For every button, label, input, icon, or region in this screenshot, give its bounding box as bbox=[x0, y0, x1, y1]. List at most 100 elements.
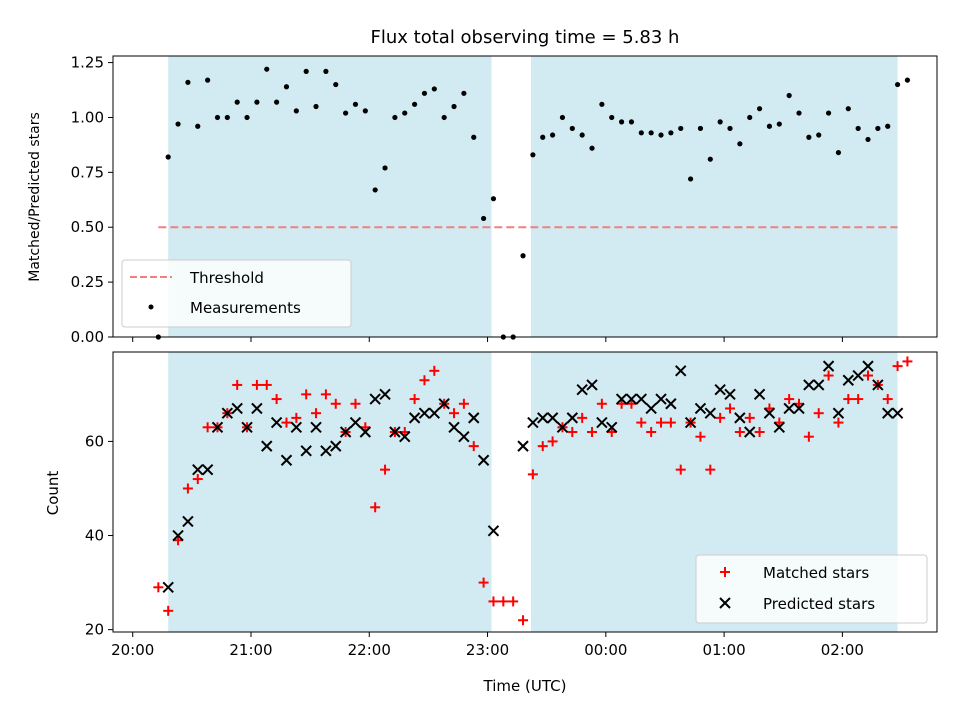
matched-star-point bbox=[261, 379, 272, 390]
y-ticks-bottom: 20 40 60 bbox=[85, 432, 113, 639]
matched-star-point bbox=[370, 502, 381, 513]
predicted-star-point bbox=[566, 412, 579, 424]
axes-frame-bottom bbox=[112, 351, 938, 633]
y-tick-label: 1.00 bbox=[71, 108, 104, 126]
predicted-star-point bbox=[211, 421, 224, 434]
measurement-point bbox=[885, 123, 891, 129]
measurement-point bbox=[461, 90, 467, 96]
measurement-point bbox=[471, 134, 477, 140]
measurement-point bbox=[214, 114, 221, 121]
legend-matched-swatch bbox=[720, 567, 730, 577]
predicted-star-point bbox=[310, 421, 322, 434]
predicted-star-point bbox=[783, 402, 795, 415]
predicted-star-point bbox=[349, 416, 362, 429]
matched-star-point bbox=[320, 389, 331, 400]
matched-star-point bbox=[458, 398, 469, 409]
y-tick-label: 0.00 bbox=[71, 328, 104, 346]
predicted-star-point bbox=[339, 426, 352, 438]
predicted-star-point bbox=[596, 416, 608, 429]
legend-top-box bbox=[121, 259, 352, 328]
measurement-point bbox=[441, 114, 447, 121]
matched-star-point bbox=[813, 408, 824, 419]
matched-star-point bbox=[468, 441, 479, 452]
matched-star-point bbox=[695, 431, 706, 442]
predicted-star-point bbox=[369, 393, 381, 405]
measurement-point bbox=[638, 130, 644, 136]
measurement-points bbox=[155, 66, 911, 340]
predicted-star-point bbox=[822, 360, 835, 372]
measurement-point bbox=[530, 152, 536, 158]
matched-star-point bbox=[715, 412, 726, 423]
matched-star-point bbox=[508, 596, 519, 607]
predicted-star-point bbox=[744, 426, 756, 438]
predicted-star-point bbox=[645, 402, 657, 415]
predicted-star-point bbox=[606, 421, 618, 434]
predicted-star-point bbox=[458, 430, 470, 443]
matched-star-point bbox=[301, 389, 312, 400]
matched-star-point bbox=[449, 408, 460, 419]
measurement-point bbox=[816, 132, 822, 138]
panel-count: 20 40 60 20:00 21:00 22:00 23:00 00:00 01:00 02:… bbox=[44, 351, 938, 695]
predicted-star-point bbox=[527, 416, 539, 429]
panel-ratio: 0.00 0.25 0.50 0.75 1.00 1.25 Flux total obse… bbox=[27, 27, 938, 346]
measurement-point bbox=[293, 108, 299, 114]
measurement-point bbox=[668, 130, 674, 136]
predicted-star-point bbox=[537, 412, 549, 424]
predicted-star-point bbox=[438, 398, 450, 410]
legend-measurements-swatch bbox=[148, 304, 154, 310]
matched-star-point bbox=[705, 464, 716, 475]
y-tick-label: 1.25 bbox=[71, 54, 104, 72]
matched-star-point bbox=[636, 417, 647, 428]
measurement-point bbox=[737, 141, 743, 147]
measurement-point bbox=[254, 99, 260, 105]
measurement-point bbox=[392, 114, 398, 121]
predicted-star-point bbox=[586, 379, 598, 391]
y-tick-label: 40 bbox=[85, 527, 104, 545]
predicted-star-point bbox=[448, 421, 460, 434]
measurement-point bbox=[717, 119, 723, 125]
y-tick-label: 0.50 bbox=[71, 218, 104, 236]
y-tick-label: 0.25 bbox=[71, 273, 104, 291]
x-tick-label: 20:00 bbox=[111, 641, 154, 659]
predicted-star-point bbox=[576, 383, 588, 396]
matched-star-point bbox=[192, 474, 203, 485]
predicted-star-point bbox=[655, 393, 667, 405]
matched-star-point bbox=[577, 412, 588, 423]
measurement-point bbox=[205, 77, 211, 83]
x-ticks-bottom: 20:00 21:00 22:00 23:00 00:00 01:00 02:00 bbox=[111, 632, 864, 659]
measurement-point bbox=[796, 110, 802, 116]
shaded-interval bbox=[168, 352, 492, 632]
legend-predicted-label: Predicted stars bbox=[763, 595, 875, 613]
y-axis-label-top: Matched/Predicted stars bbox=[27, 112, 43, 282]
matched-star-point bbox=[853, 394, 864, 405]
matched-star-point bbox=[202, 422, 213, 433]
x-tick-label: 23:00 bbox=[466, 641, 509, 659]
matched-star-point bbox=[843, 394, 854, 405]
predicted-star-point bbox=[852, 369, 864, 382]
predicted-star-point bbox=[793, 402, 805, 415]
measurement-point bbox=[747, 114, 753, 121]
measurement-point bbox=[165, 154, 171, 160]
measurement-point bbox=[678, 125, 684, 132]
matched-star-point bbox=[311, 408, 322, 419]
predicted-star-point bbox=[704, 407, 717, 419]
matched-star-point bbox=[587, 427, 598, 437]
predicted-stars-points bbox=[162, 360, 904, 594]
matched-star-point bbox=[823, 370, 834, 381]
predicted-star-point bbox=[251, 402, 263, 415]
measurement-point bbox=[707, 156, 713, 162]
chart-title: Flux total observing time = 5.83 h bbox=[371, 27, 680, 48]
predicted-star-point bbox=[714, 383, 726, 396]
matched-star-point bbox=[251, 379, 262, 390]
predicted-star-point bbox=[428, 407, 441, 419]
predicted-star-point bbox=[615, 393, 628, 405]
measurement-point bbox=[303, 68, 309, 74]
measurement-point bbox=[352, 101, 359, 107]
measurement-point bbox=[451, 103, 457, 110]
measurement-point bbox=[313, 103, 319, 110]
measurement-point bbox=[549, 132, 556, 138]
matched-star-point bbox=[596, 398, 607, 409]
predicted-star-point bbox=[408, 412, 421, 424]
measurement-point bbox=[244, 114, 250, 121]
measurement-point bbox=[431, 86, 437, 92]
